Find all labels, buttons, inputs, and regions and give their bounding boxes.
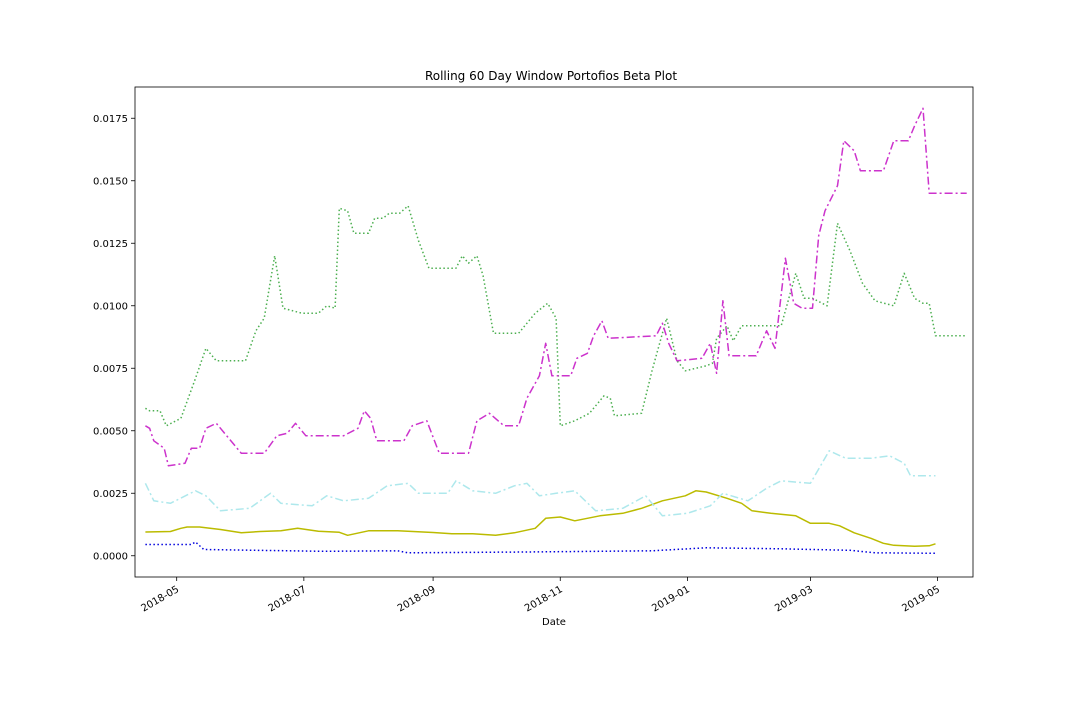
series-layer: [144, 107, 967, 555]
y-tick-label-0: 0.0000: [93, 551, 128, 562]
y-tick-label-4: 0.0100: [93, 301, 128, 312]
x-tick-label-4: 2019-01: [650, 584, 692, 614]
x-axis-label: Date: [542, 617, 566, 628]
x-tick-label-5: 2019-03: [773, 584, 815, 614]
x-axis: 2018-05 2018-07 2018-09 2018-11 2019-01 2019-…: [139, 577, 942, 614]
x-tick-label-1: 2018-07: [267, 584, 309, 614]
plot-frame: [134, 86, 974, 578]
y-axis: 0.0000 0.0025 0.0050 0.0075 0.0100 0.0125 0.01…: [93, 114, 135, 562]
series-line-3: [145, 205, 967, 427]
y-tick-label-6: 0.0150: [93, 176, 128, 187]
x-tick-label-2: 2018-09: [396, 584, 438, 614]
series-line-2: [144, 450, 936, 517]
series-line-4: [145, 107, 967, 467]
series-line-0: [145, 541, 936, 555]
y-tick-label-2: 0.0050: [93, 426, 128, 437]
x-tick-label-6: 2019-05: [900, 584, 942, 614]
y-tick-label-3: 0.0075: [93, 364, 128, 375]
y-tick-label-5: 0.0125: [93, 239, 128, 250]
chart-title: Rolling 60 Day Window Portofios Beta Plo…: [425, 69, 677, 83]
x-tick-label-3: 2018-11: [523, 584, 565, 614]
y-tick-label-7: 0.0175: [93, 114, 128, 125]
series-line-1: [145, 490, 936, 548]
x-tick-label-0: 2018-05: [139, 584, 181, 614]
y-tick-label-1: 0.0025: [93, 489, 128, 500]
